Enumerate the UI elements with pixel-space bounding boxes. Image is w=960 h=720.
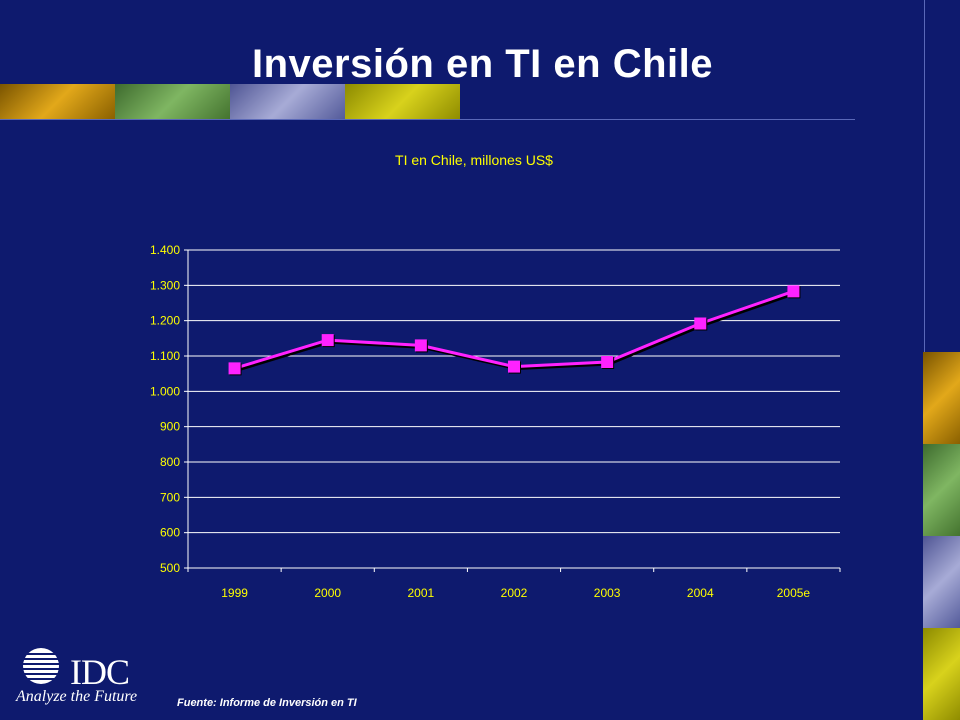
logo-tagline: Analyze the Future (16, 688, 138, 705)
y-tick-label: 1.000 (150, 384, 180, 398)
series-line (234, 289, 794, 370)
x-tick-label: 2001 (408, 586, 435, 600)
x-tick-label: 2003 (594, 586, 621, 600)
x-tick-labels: 1999 2000 2001 2002 2003 2004 2005e (221, 586, 810, 600)
x-tick-label: 2002 (501, 586, 528, 600)
data-point (508, 360, 520, 373)
y-tick-label: 1.200 (150, 314, 180, 328)
data-point (787, 285, 800, 298)
title-decor-bar (0, 84, 460, 119)
data-point (321, 334, 334, 347)
y-tick-label: 1.400 (150, 243, 180, 257)
series (228, 285, 801, 376)
series-line-shadow (236, 291, 796, 372)
y-tick-label: 500 (160, 561, 180, 575)
decor-lavender (230, 84, 345, 119)
idc-logo (21, 648, 61, 684)
decor-green (115, 84, 230, 119)
x-tick-label: 2004 (687, 586, 714, 600)
gridlines (188, 249, 840, 534)
side-decor-green (923, 444, 960, 536)
y-tick-label: 600 (160, 526, 180, 540)
data-point (601, 356, 614, 369)
globe-icon (21, 648, 61, 684)
y-tick-label: 1.300 (150, 278, 180, 292)
side-decor-lavender (923, 536, 960, 628)
decor-yellow (345, 84, 460, 119)
decor-orange (0, 84, 115, 119)
side-decor-yellow (923, 628, 960, 720)
y-tick-labels: 500 600 700 800 900 1.000 1.100 1.200 1.300 1.400 (150, 243, 180, 575)
x-tick-label: 2000 (314, 586, 341, 600)
data-point (414, 339, 427, 352)
x-tick-label: 2005e (777, 586, 811, 600)
chart-title: TI en Chile, millones US$ (395, 152, 553, 168)
right-divider (924, 0, 925, 352)
y-tick-label: 700 (160, 490, 180, 504)
y-tick-label: 1.100 (150, 349, 180, 363)
side-decor-orange (923, 352, 960, 444)
data-point (228, 362, 241, 375)
slide-title: Inversión en TI en Chile (252, 42, 713, 86)
data-point (694, 317, 707, 330)
side-decor-bar (923, 352, 960, 720)
logo-text: IDC (70, 652, 130, 692)
title-divider (0, 119, 855, 120)
axes (184, 249, 841, 572)
source-note: Fuente: Informe de Inversión en TI (177, 697, 357, 709)
x-tick-label: 1999 (221, 586, 248, 600)
y-tick-label: 800 (160, 455, 180, 469)
y-tick-label: 900 (160, 420, 180, 434)
